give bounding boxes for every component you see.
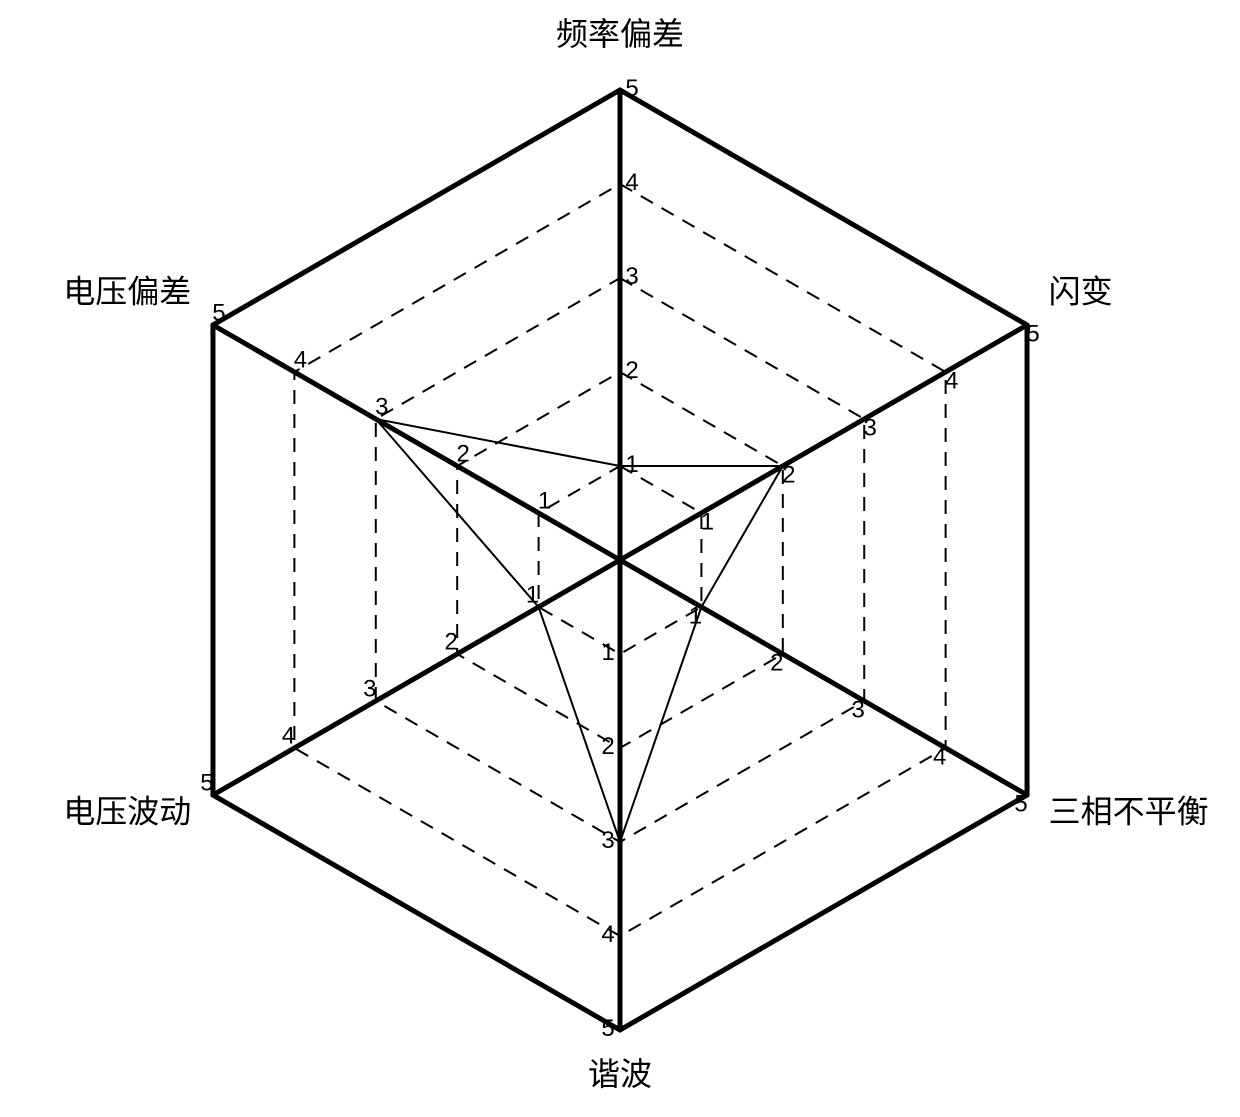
axis-label-0: 频率偏差 [556, 16, 684, 52]
tick-label-axis1-lvl3: 3 [864, 414, 877, 441]
tick-label-axis3-lvl2: 2 [601, 733, 614, 760]
tick-label-axis2-lvl3: 3 [852, 696, 865, 723]
axis-label-3: 谐波 [588, 1056, 652, 1092]
tick-label-axis5-lvl1: 1 [538, 488, 551, 515]
tick-label-axis1-lvl4: 4 [945, 367, 958, 394]
tick-label-axis4-lvl2: 2 [445, 629, 458, 656]
tick-label-axis5-lvl3: 3 [375, 394, 388, 421]
axis-label-5: 电压偏差 [63, 274, 191, 310]
tick-label-axis4-lvl3: 3 [363, 676, 376, 703]
tick-label-axis2-lvl1: 1 [689, 602, 702, 629]
tick-label-axis5-lvl5: 5 [212, 300, 225, 327]
axis-label-2: 三相不平衡 [1049, 794, 1209, 830]
tick-label-axis0-lvl2: 2 [625, 357, 638, 384]
tick-label-axis0-lvl4: 4 [625, 169, 638, 196]
axis-label-1: 闪变 [1049, 274, 1113, 310]
tick-label-axis1-lvl5: 5 [1026, 320, 1039, 347]
axis-line-2 [620, 560, 1027, 795]
axis-label-4: 电压波动 [63, 794, 191, 830]
tick-label-axis4-lvl5: 5 [200, 770, 213, 797]
tick-label-axis3-lvl3: 3 [601, 827, 614, 854]
tick-label-axis4-lvl4: 4 [282, 723, 295, 750]
tick-label-axis5-lvl2: 2 [457, 441, 470, 468]
tick-label-axis3-lvl4: 4 [601, 921, 614, 948]
tick-label-axis0-lvl5: 5 [625, 75, 638, 102]
tick-label-axis4-lvl1: 1 [526, 582, 539, 609]
axis-line-1 [620, 325, 1027, 560]
tick-label-axis0-lvl3: 3 [625, 263, 638, 290]
tick-label-axis2-lvl2: 2 [770, 649, 783, 676]
data-polygon [376, 419, 783, 842]
tick-label-axis2-lvl4: 4 [933, 743, 946, 770]
tick-label-axis3-lvl5: 5 [601, 1015, 614, 1042]
radar-chart-svg: 1 2 3 4 5 1 2 3 4 5 1 2 3 4 5 1 2 3 4 5 1 2 3 4 5 1 2 3 4 5 频率偏差闪变三相不平… [0, 0, 1240, 1117]
tick-label-axis5-lvl4: 4 [294, 347, 307, 374]
tick-label-axis0-lvl1: 1 [625, 451, 638, 478]
tick-label-axis2-lvl5: 5 [1014, 790, 1027, 817]
tick-label-axis3-lvl1: 1 [601, 639, 614, 666]
axis-line-4 [213, 560, 620, 795]
tick-label-axis1-lvl1: 1 [701, 508, 714, 535]
axis-line-5 [213, 325, 620, 560]
tick-label-axis1-lvl2: 2 [782, 461, 795, 488]
radar-chart-container: 1 2 3 4 5 1 2 3 4 5 1 2 3 4 5 1 2 3 4 5 1 2 3 4 5 1 2 3 4 5 频率偏差闪变三相不平… [0, 0, 1240, 1117]
